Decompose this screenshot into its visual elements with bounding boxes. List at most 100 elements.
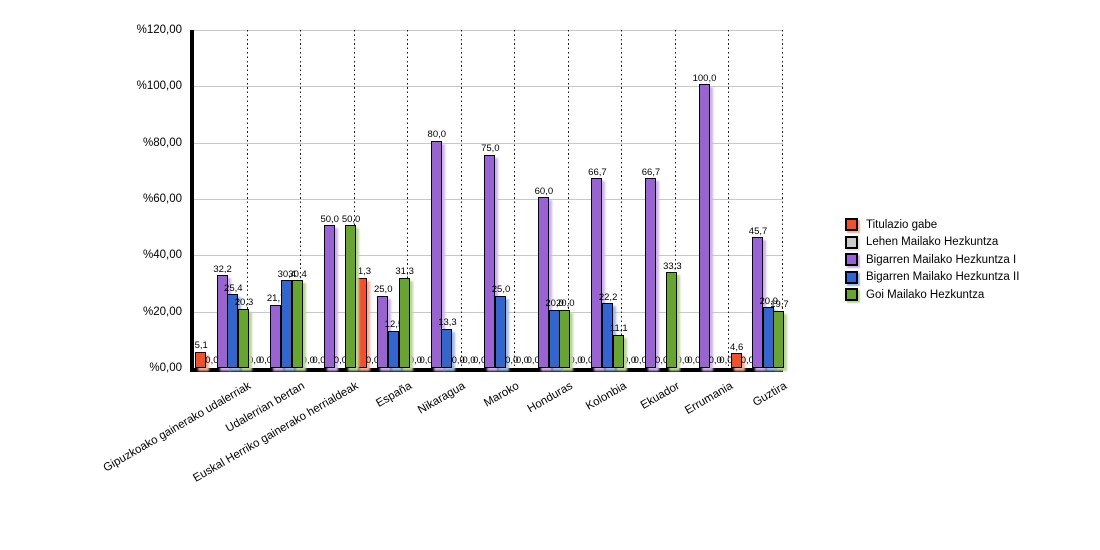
legend-item: Goi Mailako Hezkuntza <box>845 286 1019 304</box>
bar-bigarren-mailako-hezkuntza-i <box>216 275 228 368</box>
x-axis-category-label: Maroko <box>482 380 522 410</box>
bar-value-label: 0,0 <box>419 354 433 366</box>
bar-value-label: 19,7 <box>770 299 789 311</box>
bar-bigarren-mailako-hezkuntza-i <box>377 295 389 368</box>
bar-value-label: 0,0 <box>333 354 347 366</box>
bar-value-label: 0,0 <box>301 354 315 366</box>
bar-goi-mailako-hezkuntza <box>559 309 571 368</box>
bar-value-label: 75,0 <box>481 143 500 155</box>
legend-label: Bigarren Mailako Hezkuntza II <box>866 271 1020 284</box>
bar-titulazio-gabe <box>195 351 207 368</box>
bar-goi-mailako-hezkuntza <box>238 308 249 368</box>
bar-bigarren-mailako-hezkuntza-i <box>644 178 656 368</box>
bar-bigarren-mailako-hezkuntza-i <box>591 178 603 368</box>
bar-value-label: 0,0 <box>580 354 594 366</box>
bar-value-label: 5,1 <box>194 340 208 352</box>
x-axis-category-label: Errumania <box>683 380 736 417</box>
bar-goi-mailako-hezkuntza <box>612 334 624 368</box>
legend-label: Titulazio gabe <box>866 218 938 231</box>
bar-value-label: 0,0 <box>408 354 422 366</box>
bar-value-label: 31,3 <box>395 266 414 278</box>
bar-goi-mailako-hezkuntza <box>345 225 357 368</box>
x-axis-category-label: España <box>374 380 415 410</box>
bar-goi-mailako-hezkuntza <box>398 277 410 368</box>
bar-goi-mailako-hezkuntza <box>291 280 303 368</box>
bar-value-label: 0,0 <box>708 354 722 366</box>
bar-bigarren-mailako-hezkuntza-ii <box>762 307 774 368</box>
grid-line-vertical-dotted <box>246 30 248 368</box>
bar-value-label: 50,0 <box>341 213 361 225</box>
bar-bigarren-mailako-hezkuntza-ii <box>227 294 239 368</box>
bar-value-label: 12,5 <box>384 319 404 331</box>
x-axis-category-label: Kolonbia <box>583 380 629 413</box>
plot-area: 5,1 0,0 0,0 31,3 0,0 0,0 0,0 0,0 0,0 0,0 4,6 0,0 0,0… <box>190 30 789 372</box>
bar-value-label: 0,0 <box>740 354 754 366</box>
bar-value-label: 0,0 <box>655 354 669 366</box>
bar-bigarren-mailako-hezkuntza-ii <box>387 330 399 368</box>
bar-bigarren-mailako-hezkuntza-i <box>323 225 335 368</box>
grid-line-horizontal <box>194 142 783 144</box>
legend-swatch-icon <box>845 288 858 302</box>
bar-value-label: 21,7 <box>266 293 286 305</box>
legend-item: Bigarren Mailako Hezkuntza I <box>845 251 1019 269</box>
bar-value-label: 100,0 <box>692 72 717 84</box>
grid-line-vertical-dotted <box>567 30 569 368</box>
bar-value-label: 80,0 <box>427 129 447 141</box>
y-axis-tick-label: %60,00 <box>142 193 182 205</box>
grid-line-horizontal <box>194 30 783 31</box>
bar-value-label: 30,4 <box>288 268 307 280</box>
legend-label: Goi Mailako Hezkuntza <box>866 288 985 301</box>
legend-swatch-icon <box>845 218 858 232</box>
grid-line-vertical-dotted <box>460 30 462 368</box>
bar-titulazio-gabe <box>355 277 367 368</box>
bar-bigarren-mailako-hezkuntza-i <box>537 197 549 368</box>
grid-line-vertical-dotted <box>353 30 355 368</box>
bar-value-label: 0,0 <box>205 354 219 366</box>
grid-line-vertical-dotted <box>674 30 676 368</box>
bar-value-label: 25,4 <box>224 282 243 294</box>
bar-bigarren-mailako-hezkuntza-i <box>484 154 496 368</box>
y-axis-tick-label: %100,00 <box>136 80 182 93</box>
bar-bigarren-mailako-hezkuntza-ii <box>441 328 453 368</box>
bar-value-label: 0,0 <box>719 354 733 366</box>
bar-bigarren-mailako-hezkuntza-i <box>430 140 442 368</box>
bar-bigarren-mailako-hezkuntza-ii <box>495 295 507 368</box>
bar-titulazio-gabe <box>730 353 742 368</box>
bar-value-label: 66,7 <box>641 166 661 178</box>
bar-value-label: 30,4 <box>277 268 297 280</box>
bar-value-label: 60,0 <box>534 185 554 197</box>
bar-bigarren-mailako-hezkuntza-i <box>752 237 764 368</box>
bar-value-label: 13,3 <box>438 317 457 329</box>
bar-value-label: 0,0 <box>515 354 530 366</box>
bar-value-label: 0,0 <box>687 354 701 366</box>
bar-value-label: 0,0 <box>622 354 637 366</box>
bar-value-label: 20,3 <box>234 297 254 309</box>
bar-value-label: 32,2 <box>213 263 232 275</box>
x-axis-category-label: Ekuador <box>638 380 682 412</box>
bar-value-label: 45,7 <box>748 225 768 237</box>
bar-value-label: 0,0 <box>676 354 690 366</box>
bar-goi-mailako-hezkuntza <box>773 310 785 368</box>
legend-label: Lehen Mailako Hezkuntza <box>866 236 999 249</box>
y-axis-tick-label: %20,00 <box>142 305 182 318</box>
bar-bigarren-mailako-hezkuntza-ii <box>602 303 614 368</box>
grid-line-vertical-dotted <box>407 30 409 368</box>
bar-value-label: 25,0 <box>491 284 511 296</box>
bar-value-label: 20,0 <box>556 298 575 310</box>
x-axis-category-label: Guztira <box>750 380 789 409</box>
y-axis-tick-label: %0,00 <box>149 362 182 374</box>
bar-value-label: 0,0 <box>526 354 540 366</box>
bar-bigarren-mailako-hezkuntza-i <box>270 304 282 368</box>
x-axis-category-label: Nikaragua <box>416 380 468 417</box>
bar-value-label: 0,0 <box>633 354 647 366</box>
bar-value-label: 0,0 <box>312 354 326 366</box>
grid-line-vertical-dotted <box>300 30 302 368</box>
bar-value-label: 20,0 <box>545 298 564 310</box>
bar-goi-mailako-hezkuntza <box>666 272 678 368</box>
grid-line-horizontal <box>194 86 783 88</box>
x-axis-category-label: Honduras <box>525 380 575 416</box>
bar-value-label: 0,0 <box>258 354 273 366</box>
bar-value-label: 0,0 <box>248 354 262 366</box>
bar-bigarren-mailako-hezkuntza-ii <box>280 280 292 368</box>
